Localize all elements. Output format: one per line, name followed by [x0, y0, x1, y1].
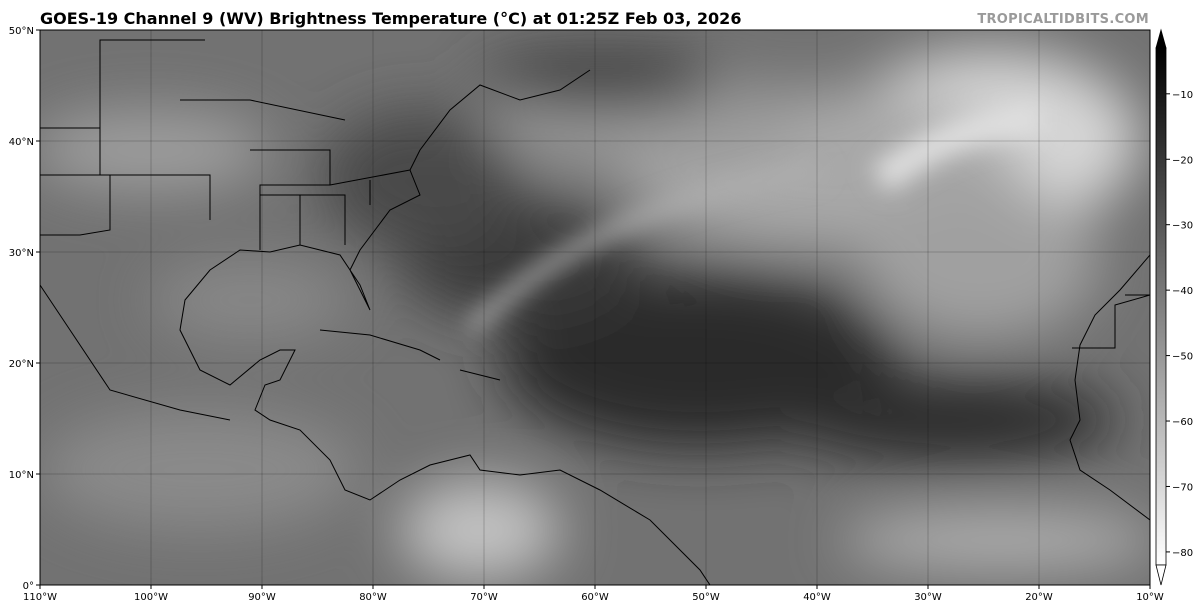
- lat-tick-label: 50°N: [9, 26, 34, 37]
- colorbar-extend-max: [1155, 28, 1167, 49]
- colorbar-tick-label: −50: [1172, 352, 1193, 363]
- gridlines: [40, 30, 1150, 585]
- coastlines: [40, 39, 1150, 585]
- colorbar-tick-label: −30: [1172, 221, 1193, 232]
- lon-tick-label: 100°W: [134, 592, 168, 603]
- lon-tick-label: 90°W: [248, 592, 276, 603]
- lat-tick-label: 20°N: [9, 359, 34, 370]
- lon-tick-label: 80°W: [359, 592, 387, 603]
- lat-tick-label: 40°N: [9, 137, 34, 148]
- colorbar-tick-label: −80: [1172, 548, 1193, 559]
- lon-tick-label: 50°W: [692, 592, 720, 603]
- lon-tick-label: 10°W: [1136, 592, 1164, 603]
- water-vapor-imagery: [40, 30, 1150, 585]
- colorbar-tick-label: −70: [1172, 482, 1193, 493]
- map-axes: 110°W 100°W 90°W 80°W 70°W 60°W 50°W 40°W 30°W 20…: [9, 26, 1164, 603]
- colorbar-tick-label: −40: [1172, 286, 1193, 297]
- colorbar-tick-label: −10: [1172, 90, 1193, 101]
- lon-tick-label: 70°W: [470, 592, 498, 603]
- lon-tick-label: 110°W: [23, 592, 57, 603]
- lon-tick-label: 60°W: [581, 592, 609, 603]
- colorbar-bar: [1155, 47, 1167, 566]
- lon-tick-label: 40°W: [803, 592, 831, 603]
- watermark: TROPICALTIDBITS.COM: [977, 12, 1149, 27]
- map-title: GOES-19 Channel 9 (WV) Brightness Temper…: [40, 9, 742, 28]
- colorbar-extend-min: [1155, 564, 1167, 586]
- colorbar: −10 −20 −30 −40 −50 −60 −70 −80: [1155, 28, 1193, 586]
- lon-tick-label: 20°W: [1025, 592, 1053, 603]
- lat-tick-label: 30°N: [9, 248, 34, 259]
- colorbar-tick-label: −60: [1172, 417, 1193, 428]
- lat-tick-label: 0°: [23, 581, 34, 592]
- lon-tick-label: 30°W: [914, 592, 942, 603]
- colorbar-tick-label: −20: [1172, 155, 1193, 166]
- lat-tick-label: 10°N: [9, 470, 34, 481]
